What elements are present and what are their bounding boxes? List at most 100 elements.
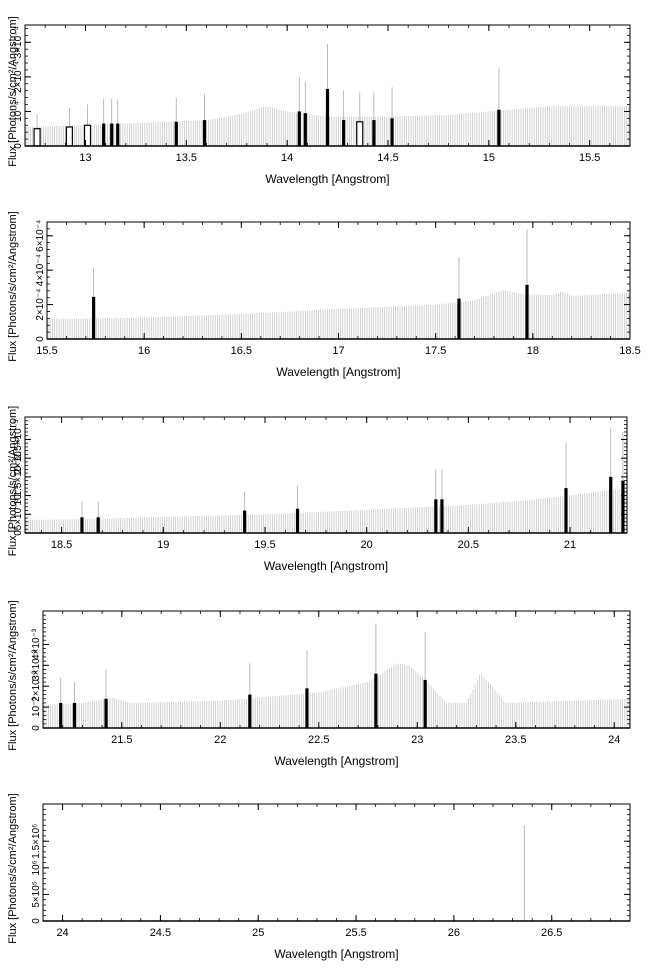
y-tick-label: 3×10⁻³ — [31, 649, 42, 681]
line-bar — [609, 476, 613, 533]
line-bar — [374, 673, 378, 728]
y-tick-label: 2×10⁻³ — [13, 442, 24, 474]
line-bar — [423, 679, 427, 728]
y-tick-label: 0 — [31, 725, 42, 731]
y-tick-label: 10⁶ — [31, 860, 42, 875]
line-bar — [59, 702, 63, 728]
line-bar — [356, 121, 364, 147]
x-tick-label: 15.5 — [579, 152, 600, 164]
y-tick-label: 5×10⁻⁴ — [13, 498, 24, 530]
x-tick-label: 19.5 — [254, 539, 275, 551]
y-tick-label: 5×10⁵ — [31, 881, 42, 908]
y-tick-label: 0 — [35, 336, 46, 342]
y-axis-label: Flux [Photons/s/cm²/Angstrom] — [7, 211, 19, 361]
y-tick-label: 4×10⁻⁴ — [35, 254, 46, 286]
line-bar — [174, 121, 178, 146]
x-tick-label: 24 — [56, 927, 68, 939]
continuum-model — [25, 489, 627, 533]
x-tick-label: 25 — [252, 927, 264, 939]
y-tick-label: 2×10⁻⁴ — [13, 61, 24, 93]
line-bar — [116, 123, 120, 146]
continuum-model — [43, 663, 630, 728]
line-bar — [497, 109, 501, 146]
y-axis-label: Flux [Photons/s/cm²/Angstrom] — [7, 16, 19, 166]
x-tick-label: 23 — [411, 734, 423, 746]
line-bar — [102, 123, 106, 146]
line-bar — [243, 510, 247, 533]
x-tick-label: 25.5 — [345, 927, 366, 939]
line-bar — [303, 113, 307, 146]
y-tick-label: 10⁻³ — [31, 697, 42, 717]
y-tick-label: 0 — [13, 530, 24, 536]
x-tick-label: 17 — [332, 345, 344, 357]
plot-frame — [42, 803, 631, 922]
chart-panel-4: 21.5 22 22.5 23 23.5 24 0 10⁻³2×10⁻³3×10⁻³4×10⁻… — [7, 600, 631, 768]
x-tick-label: 16 — [138, 345, 150, 357]
line-bar — [80, 517, 84, 533]
x-tick-label: 17.5 — [425, 345, 446, 357]
line-bar — [372, 120, 376, 146]
y-tick-label: 0 — [13, 143, 24, 149]
x-tick-label: 15.5 — [36, 345, 57, 357]
x-tick-label: 21 — [564, 539, 576, 551]
chart-panel-1: 13 13.5 14 14.5 15 15.5 0 10⁻⁴ 2×10⁻⁴ 3×10⁻⁴ Wavel… — [7, 16, 631, 186]
line-bar — [390, 118, 394, 146]
line-bar — [92, 296, 96, 339]
x-tick-label: 18.5 — [619, 345, 640, 357]
y-tick-label: 6×10⁻⁴ — [35, 220, 46, 252]
x-tick-label: 18 — [527, 345, 539, 357]
x-tick-label: 18.5 — [51, 539, 72, 551]
line-bar — [621, 480, 625, 533]
x-tick-label: 23.5 — [505, 734, 526, 746]
x-tick-label: 26.5 — [541, 927, 562, 939]
line-bar — [457, 298, 461, 339]
x-tick-label: 15 — [483, 152, 495, 164]
line-bar — [342, 120, 346, 146]
x-axis-label: Wavelength [Angstrom] — [265, 172, 389, 186]
x-axis-label: Wavelength [Angstrom] — [274, 947, 398, 961]
x-tick-label: 13.5 — [176, 152, 197, 164]
line-bar — [202, 120, 207, 146]
y-tick-label: 10⁻⁴ — [13, 101, 24, 122]
x-tick-label: 14 — [281, 152, 293, 164]
x-axis-label: Wavelength [Angstrom] — [274, 754, 398, 768]
x-axis-label: Wavelength [Angstrom] — [276, 365, 400, 379]
continuum-model — [47, 290, 630, 339]
x-axis-label: Wavelength [Angstrom] — [264, 559, 388, 573]
y-tick-label: 2.5×10⁻³ — [13, 419, 24, 459]
x-tick-label: 26 — [448, 927, 460, 939]
y-tick-label: 1.5×10⁶ — [31, 824, 42, 859]
y-axis-label: Flux [Photons/s/cm²/Angstrom] — [7, 600, 19, 750]
x-tick-label: 20 — [361, 539, 373, 551]
x-tick-label: 24.5 — [150, 927, 171, 939]
line-bar — [104, 698, 108, 728]
x-tick-label: 20.5 — [458, 539, 479, 551]
line-bar — [295, 508, 300, 533]
y-tick-label: 1.5×10⁻³ — [13, 456, 24, 496]
line-bar — [110, 123, 114, 146]
y-axis-label: Flux [Photons/s/cm²/Angstrom] — [7, 793, 19, 943]
x-tick-label: 14.5 — [377, 152, 398, 164]
y-tick-label: 4×10⁻³ — [31, 628, 42, 660]
x-tick-label: 22 — [214, 734, 226, 746]
x-tick-label: 22.5 — [308, 734, 329, 746]
y-tick-label: 3×10⁻⁴ — [13, 26, 24, 58]
line-bar — [33, 128, 41, 147]
line-bar — [65, 126, 73, 147]
y-tick-label: 10⁻³ — [13, 485, 24, 505]
x-tick-label: 13 — [79, 152, 91, 164]
y-tick-label: 2×10⁻³ — [31, 670, 42, 702]
chart-panel-2: 15.5 16 16.5 17 17.5 18 18.5 0 2×10⁻⁴ 4×10⁻⁴ 6×10⁻… — [7, 211, 641, 379]
line-bar — [525, 284, 529, 339]
line-bar — [305, 688, 309, 728]
line-bar — [564, 488, 568, 533]
line-bar — [434, 499, 438, 533]
line-bar — [297, 111, 301, 146]
x-tick-label: 16.5 — [231, 345, 252, 357]
line-bar — [325, 88, 330, 146]
x-tick-label: 19 — [157, 539, 169, 551]
chart-panel-3: 18.5 19 19.5 20 20.5 21 05×10⁻⁴10⁻³1.5×10⁻³2×1… — [7, 406, 628, 573]
y-tick-label: 2×10⁻⁴ — [35, 289, 46, 321]
